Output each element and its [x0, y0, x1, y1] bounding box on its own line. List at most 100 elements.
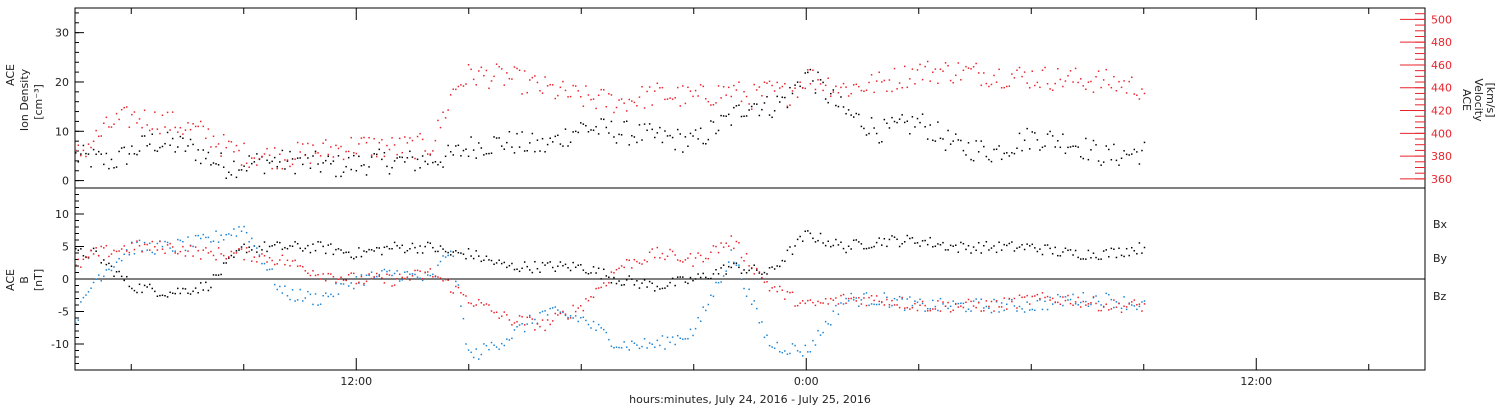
bx-point	[608, 276, 610, 279]
bx-point	[794, 245, 796, 247]
bx-point	[784, 260, 786, 262]
bx-point	[763, 271, 766, 274]
density-point	[845, 112, 847, 115]
velocity-point	[807, 69, 809, 71]
bz-point	[1097, 309, 1100, 312]
by-point	[222, 239, 225, 241]
density-point	[1085, 137, 1087, 140]
bx-point	[771, 266, 773, 268]
by-point	[965, 310, 967, 313]
velocity-point	[309, 162, 312, 164]
bx-point	[572, 261, 574, 264]
by-point	[666, 336, 669, 339]
bz-point	[80, 266, 82, 268]
bx-point	[115, 271, 118, 273]
density-point	[230, 174, 233, 176]
by-point	[988, 307, 990, 309]
velocity-point	[1102, 79, 1105, 81]
bx-point	[773, 268, 776, 270]
velocity-point	[465, 83, 467, 85]
velocity-point	[483, 74, 485, 77]
legend-by: By	[1433, 252, 1448, 265]
bx-point	[676, 276, 679, 278]
by-point	[391, 274, 393, 277]
bx-point	[988, 249, 990, 251]
bz-point	[375, 272, 378, 275]
density-point	[194, 159, 197, 162]
density-point	[1143, 141, 1146, 144]
bz-point	[1016, 307, 1018, 309]
density-point	[161, 145, 164, 148]
bx-point	[628, 275, 631, 277]
bx-point	[903, 241, 906, 243]
velocity-point	[100, 135, 103, 137]
bx-point	[799, 235, 801, 238]
density-point	[197, 149, 199, 151]
velocity-point	[302, 143, 304, 145]
bz-point	[398, 273, 401, 276]
bz-point	[373, 276, 375, 278]
bz-point	[151, 240, 154, 243]
bz-point	[235, 252, 238, 254]
bx-point	[1130, 246, 1133, 249]
velocity-point	[750, 108, 753, 110]
bx-point	[151, 287, 154, 290]
velocity-point	[952, 81, 954, 84]
velocity-point	[924, 65, 926, 68]
by-point	[1011, 298, 1013, 301]
bz-point	[128, 251, 131, 254]
velocity-point	[817, 79, 819, 81]
bx-point	[317, 241, 319, 243]
density-point	[1110, 158, 1113, 161]
bz-point	[582, 309, 585, 312]
density-point	[444, 155, 447, 158]
bz-point	[863, 297, 865, 299]
bz-point	[590, 296, 592, 298]
bx-point	[638, 287, 641, 289]
velocity-point	[472, 78, 475, 81]
velocity-point	[944, 62, 947, 64]
bx-point	[396, 244, 398, 247]
by-point	[511, 337, 513, 340]
by-point	[304, 297, 307, 299]
bz-point	[516, 320, 518, 323]
bx-point	[210, 286, 212, 289]
bz-point	[985, 300, 988, 302]
bx-point	[559, 261, 562, 263]
by-point	[1003, 309, 1005, 312]
bz-point	[240, 248, 243, 250]
density-point	[281, 149, 284, 152]
density-point	[396, 157, 398, 159]
bx-point	[875, 241, 878, 244]
density-point	[776, 95, 778, 98]
bx-point	[1092, 252, 1095, 254]
by-point	[120, 259, 123, 262]
bz-point	[784, 298, 786, 300]
bx-point	[870, 246, 873, 249]
by-point	[664, 348, 666, 350]
bz-point	[271, 259, 273, 262]
by-point	[386, 270, 388, 273]
bx-point	[1138, 242, 1141, 244]
bz-point	[898, 306, 901, 309]
bx-point	[804, 230, 807, 233]
bz-point	[426, 271, 429, 273]
bx-point	[909, 237, 911, 240]
bz-point	[692, 265, 694, 267]
density-point	[587, 131, 590, 133]
by-point	[1069, 298, 1072, 301]
velocity-point	[97, 135, 100, 138]
by-point	[600, 327, 602, 329]
velocity-point	[888, 79, 891, 81]
bz-point	[735, 240, 738, 243]
bx-point	[307, 244, 309, 247]
bz-point	[1054, 301, 1056, 303]
bx-point	[1087, 249, 1090, 252]
bz-point	[975, 306, 977, 309]
by-point	[133, 252, 136, 255]
bz-point	[268, 256, 271, 259]
bx-point	[1108, 256, 1110, 258]
bz-point	[679, 260, 682, 262]
by-point	[661, 335, 664, 337]
